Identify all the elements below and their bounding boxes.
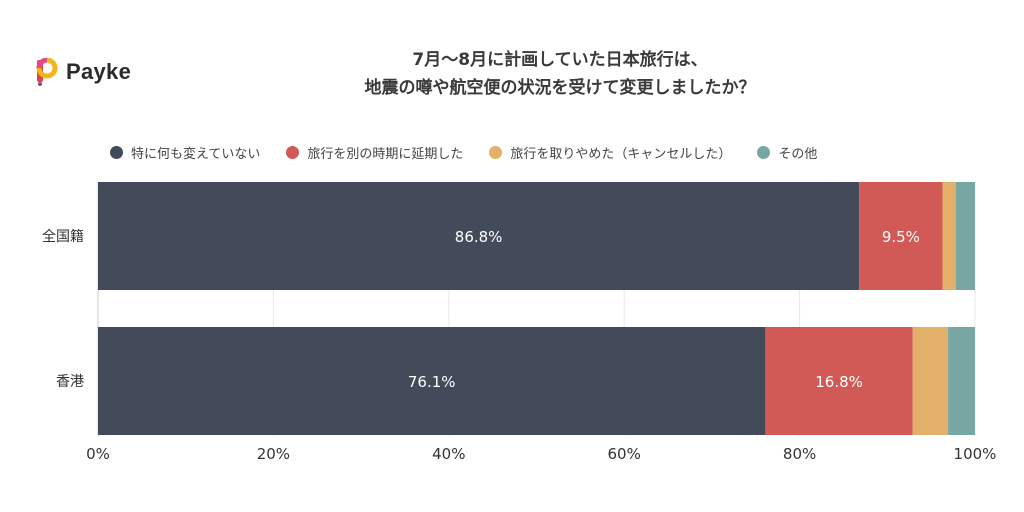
legend-swatch — [489, 146, 503, 159]
legend-swatch — [286, 146, 300, 159]
legend-item: 旅行を別の時期に延期した — [286, 143, 463, 162]
bar-segment — [947, 327, 975, 435]
data-label: 86.8% — [455, 228, 503, 246]
bar-segment — [955, 182, 975, 290]
x-tick-label: 0% — [86, 445, 110, 463]
chart-legend: 特に何も変えていない 旅行を別の時期に延期した 旅行を取りやめた（キャンセルした… — [110, 143, 843, 162]
legend-label: その他 — [778, 147, 818, 162]
legend-swatch — [757, 146, 771, 159]
chart-title: 7月〜8月に計画していた日本旅行は、 地震の噂や航空便の状況を受けて変更しました… — [250, 46, 870, 102]
category-label: 香港 — [56, 374, 84, 390]
x-tick-label: 80% — [783, 445, 816, 463]
data-label: 9.5% — [882, 228, 920, 246]
legend-item: 特に何も変えていない — [110, 143, 260, 162]
chart-title-line-2: 地震の噂や航空便の状況を受けて変更しましたか？ — [364, 78, 756, 98]
x-tick-label: 40% — [432, 445, 465, 463]
legend-item: 旅行を取りやめた（キャンセルした） — [489, 143, 731, 162]
category-label: 全国籍 — [42, 228, 84, 245]
brand-name: Payke — [66, 59, 132, 84]
data-label: 16.8% — [815, 373, 863, 391]
legend-swatch — [110, 146, 123, 159]
x-tick-label: 100% — [954, 445, 997, 463]
legend-label: 特に何も変えていない — [131, 147, 261, 162]
x-tick-label: 20% — [257, 445, 290, 463]
x-tick-label: 60% — [608, 445, 641, 463]
chart-title-line-1: 7月〜8月に計画していた日本旅行は、 — [412, 50, 708, 70]
legend-label: 旅行を取りやめた（キャンセルした） — [510, 147, 732, 162]
bar-segment — [942, 182, 956, 290]
data-label: 76.1% — [408, 373, 456, 391]
payke-logo-icon — [36, 58, 58, 86]
legend-item: その他 — [757, 143, 817, 162]
bar-segment — [98, 327, 766, 435]
bar-segment — [98, 182, 860, 290]
bar-segment — [912, 327, 948, 435]
brand-logo: Payke — [34, 58, 131, 86]
bar-segment — [765, 327, 913, 435]
legend-label: 旅行を別の時期に延期した — [307, 147, 464, 162]
bar-segment — [859, 182, 943, 290]
